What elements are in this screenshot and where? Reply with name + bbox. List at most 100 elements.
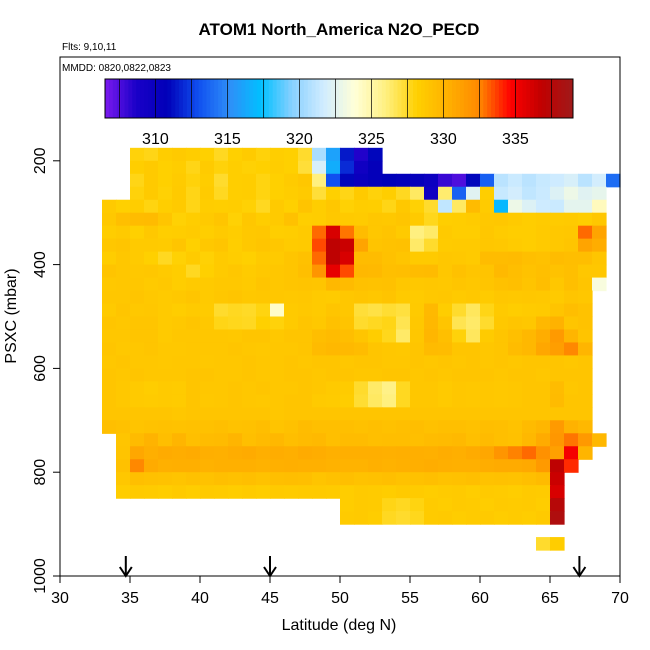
colorbar [104, 78, 574, 119]
colorbar-segment [510, 79, 515, 118]
heatmap-cell [158, 355, 173, 369]
heatmap-cell [116, 277, 131, 292]
x-tick-label: 70 [611, 590, 629, 607]
heatmap-cell [200, 459, 215, 473]
heatmap-cell [396, 368, 411, 382]
heatmap-cell [130, 186, 145, 201]
heatmap-cell [326, 329, 341, 344]
colorbar-segment [128, 79, 133, 118]
heatmap-cell [312, 173, 327, 188]
heatmap-cell [200, 238, 215, 253]
heatmap-cell [536, 485, 551, 499]
heatmap-cell [116, 199, 131, 214]
heatmap-cell [480, 459, 495, 473]
heatmap-cell [354, 173, 369, 188]
heatmap-cell [424, 498, 439, 512]
heatmap-cell [494, 290, 509, 305]
heatmap-cell [550, 433, 565, 447]
heatmap-cell [242, 485, 257, 499]
heatmap-cell [130, 238, 145, 253]
heatmap-cell [536, 511, 551, 525]
heatmap-cell [508, 316, 523, 331]
heatmap-cell [116, 238, 131, 253]
heatmap-cell [494, 199, 509, 214]
heatmap-cell [424, 212, 439, 227]
heatmap-cell [158, 173, 173, 188]
heatmap-cell [130, 407, 145, 421]
heatmap-cell [130, 368, 145, 382]
heatmap-cell [298, 472, 313, 486]
heatmap-cell [368, 147, 383, 162]
heatmap-cell [214, 264, 229, 279]
colorbar-segment [452, 79, 457, 118]
heatmap-cell [550, 225, 565, 240]
colorbar-segment [280, 79, 285, 118]
heatmap-cell [480, 316, 495, 331]
heatmap-cell [564, 264, 579, 279]
colorbar-segment [288, 79, 293, 118]
heatmap-cell [494, 394, 509, 408]
heatmap-cell [438, 212, 453, 227]
heatmap-cell [424, 238, 439, 253]
heatmap-cell [592, 212, 607, 227]
heatmap-cell [508, 264, 523, 279]
heatmap-cell [368, 381, 383, 395]
heatmap-cell [438, 251, 453, 266]
heatmap-cell [200, 355, 215, 369]
heatmap-cell [326, 446, 341, 460]
heatmap-cell [144, 238, 159, 253]
heatmap-cell [102, 199, 117, 214]
heatmap-cell [340, 459, 355, 473]
heatmap-cell [480, 277, 495, 292]
heatmap-cell [158, 225, 173, 240]
heatmap-cell [522, 446, 537, 460]
heatmap-cell [382, 186, 397, 201]
heatmap-cell [550, 316, 565, 331]
heatmap-cell [522, 407, 537, 421]
heatmap-cell [578, 303, 593, 318]
colorbar-segment [151, 79, 157, 118]
heatmap-cell [270, 160, 285, 175]
heatmap-cell [592, 251, 607, 266]
heatmap-cell [270, 342, 285, 357]
heatmap-cell [200, 472, 215, 486]
heatmap-cell [340, 212, 355, 227]
heatmap-cell [214, 381, 229, 395]
heatmap-cell [172, 160, 187, 175]
heatmap-cell [242, 147, 257, 162]
heatmap-cell [382, 407, 397, 421]
heatmap-cell [494, 446, 509, 460]
heatmap-cell [424, 381, 439, 395]
colorbar-segment [506, 79, 512, 118]
heatmap-cell [172, 303, 187, 318]
heatmap-cell [494, 225, 509, 240]
heatmap-cell [200, 381, 215, 395]
heatmap-cell [326, 290, 341, 305]
heatmap-cell [298, 342, 313, 357]
heatmap-cell [452, 316, 467, 331]
heatmap-cell [144, 394, 159, 408]
heatmap-cell [172, 433, 187, 447]
heatmap-cell [116, 316, 131, 331]
colorbar-segment [147, 79, 153, 118]
heatmap-cell [312, 420, 327, 434]
colorbar-segment [311, 79, 317, 118]
heatmap-cell [382, 251, 397, 266]
heatmap-cell [200, 303, 215, 318]
heatmap-cell [480, 173, 495, 188]
heatmap-cell [116, 472, 131, 486]
colorbar-segment [300, 79, 305, 118]
heatmap-cell [228, 290, 243, 305]
heatmap-cell [200, 342, 215, 357]
heatmap-cell [536, 264, 551, 279]
heatmap-cell [228, 485, 243, 499]
heatmap-cell [368, 160, 383, 175]
colorbar-segment [112, 79, 118, 118]
heatmap-cell [438, 355, 453, 369]
heatmap-cell [354, 303, 369, 318]
heatmap-cell [508, 355, 523, 369]
heatmap-cell [452, 446, 467, 460]
heatmap-cell [130, 342, 145, 357]
heatmap-cell [452, 277, 467, 292]
heatmap-cell [382, 446, 397, 460]
